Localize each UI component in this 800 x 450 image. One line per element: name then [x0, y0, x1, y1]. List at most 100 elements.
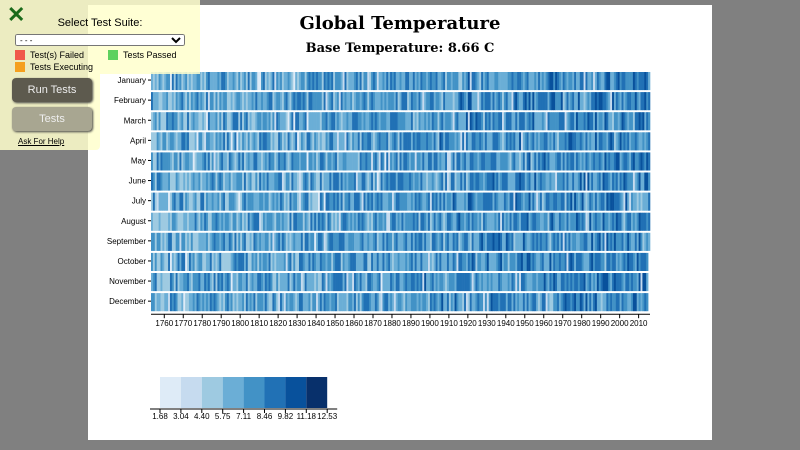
- heatmap-cell: [298, 273, 302, 292]
- heatmap-cell: [342, 132, 345, 151]
- heatmap-cell: [207, 232, 211, 251]
- heatmap-cell: [551, 132, 554, 151]
- heatmap-cell: [610, 72, 613, 91]
- heatmap-cell: [325, 72, 328, 91]
- heatmap-cell: [281, 92, 285, 111]
- heatmap-cell: [188, 192, 192, 211]
- heatmap-cell: [335, 72, 338, 91]
- heatmap-cell: [517, 273, 520, 292]
- heatmap-cell: [534, 152, 537, 171]
- heatmap-cell: [410, 72, 414, 91]
- heatmap-cell: [206, 192, 209, 211]
- heatmap-cell: [566, 232, 569, 251]
- tests-button[interactable]: Tests: [12, 107, 92, 131]
- test-suite-select[interactable]: - - -: [15, 34, 185, 46]
- heatmap-cell: [355, 152, 359, 171]
- run-tests-button[interactable]: Run Tests: [12, 78, 92, 102]
- heatmap-cell: [317, 192, 321, 211]
- heatmap-cell: [433, 132, 436, 151]
- heatmap-cell: [156, 273, 159, 292]
- heatmap-cell: [181, 172, 184, 191]
- heatmap-cell: [266, 192, 269, 211]
- heatmap-cell: [344, 132, 347, 151]
- heatmap-cell: [412, 192, 416, 211]
- heatmap-cell: [160, 273, 163, 292]
- heatmap-cell: [640, 92, 643, 111]
- heatmap-cell: [642, 293, 645, 312]
- close-x-icon[interactable]: ✕: [7, 2, 26, 27]
- heatmap-cell: [541, 212, 545, 231]
- heatmap-cell: [538, 192, 541, 211]
- heatmap-cell: [469, 252, 472, 271]
- heatmap-cell: [242, 232, 245, 251]
- heatmap-cell: [154, 192, 157, 211]
- heatmap-cell: [291, 132, 294, 151]
- heatmap-cell: [333, 72, 336, 91]
- heatmap-cell: [247, 232, 250, 251]
- x-tick-label: 1880: [383, 319, 401, 328]
- heatmap-cell: [519, 152, 522, 171]
- heatmap-cell: [585, 172, 588, 191]
- heatmap-cell: [185, 172, 188, 191]
- heatmap-cell: [391, 212, 395, 231]
- heatmap-cell: [502, 252, 505, 271]
- heatmap-cell: [340, 212, 343, 231]
- heatmap-cell: [446, 172, 450, 191]
- heatmap-cell: [547, 293, 550, 312]
- heatmap-cell: [350, 293, 353, 312]
- heatmap-cell: [399, 112, 402, 131]
- heatmap-cell: [557, 152, 560, 171]
- heatmap-cell: [431, 112, 435, 131]
- heatmap-cell: [281, 252, 285, 271]
- heatmap-cell: [589, 132, 592, 151]
- heatmap-cell: [245, 212, 249, 231]
- heatmap-cell: [484, 92, 488, 111]
- heatmap-cell: [190, 232, 194, 251]
- ask-for-help-link[interactable]: Ask For Help: [18, 137, 65, 146]
- heatmap-cell: [158, 112, 161, 131]
- heatmap-cell: [477, 192, 480, 211]
- heatmap-cell: [223, 212, 226, 231]
- heatmap-cell: [194, 232, 197, 251]
- heatmap-cell: [424, 212, 427, 231]
- heatmap-cell: [549, 192, 552, 211]
- heatmap-cell: [374, 232, 378, 251]
- heatmap-cell: [393, 252, 397, 271]
- heatmap-cell: [206, 273, 209, 292]
- heatmap-cell: [238, 212, 241, 231]
- heatmap-cell: [251, 152, 254, 171]
- heatmap-cell: [528, 212, 531, 231]
- heatmap-cell: [190, 152, 194, 171]
- heatmap-cell: [187, 132, 190, 151]
- heatmap-cell: [378, 112, 381, 131]
- heatmap-cell: [448, 252, 452, 271]
- heatmap-cell: [278, 112, 281, 131]
- heatmap-cell: [223, 172, 226, 191]
- heatmap-cell: [325, 172, 328, 191]
- heatmap-cell: [336, 112, 340, 131]
- heatmap-cell: [247, 273, 250, 292]
- heatmap-cell: [576, 152, 579, 171]
- heatmap-cell: [243, 212, 247, 231]
- heatmap-cell: [253, 192, 256, 211]
- heatmap-cell: [612, 132, 615, 151]
- heatmap-cell: [632, 172, 636, 191]
- heatmap-cell: [594, 212, 598, 231]
- heatmap-cell: [410, 112, 414, 131]
- heatmap-cell: [437, 132, 440, 151]
- heatmap-cell: [562, 252, 565, 271]
- heatmap-cell: [407, 252, 410, 271]
- heatmap-cell: [359, 192, 362, 211]
- heatmap-cell: [412, 92, 416, 111]
- heatmap-cell: [240, 172, 243, 191]
- heatmap-cell: [304, 232, 307, 251]
- heatmap-cell: [416, 92, 419, 111]
- heatmap-cell: [384, 152, 387, 171]
- heatmap-cell: [528, 252, 531, 271]
- heatmap-cell: [215, 172, 218, 191]
- heatmap-cell: [496, 72, 499, 91]
- heatmap-cell: [352, 293, 355, 312]
- heatmap-cell: [490, 273, 493, 292]
- heatmap-cell: [490, 232, 493, 251]
- heatmap-cell: [574, 293, 577, 312]
